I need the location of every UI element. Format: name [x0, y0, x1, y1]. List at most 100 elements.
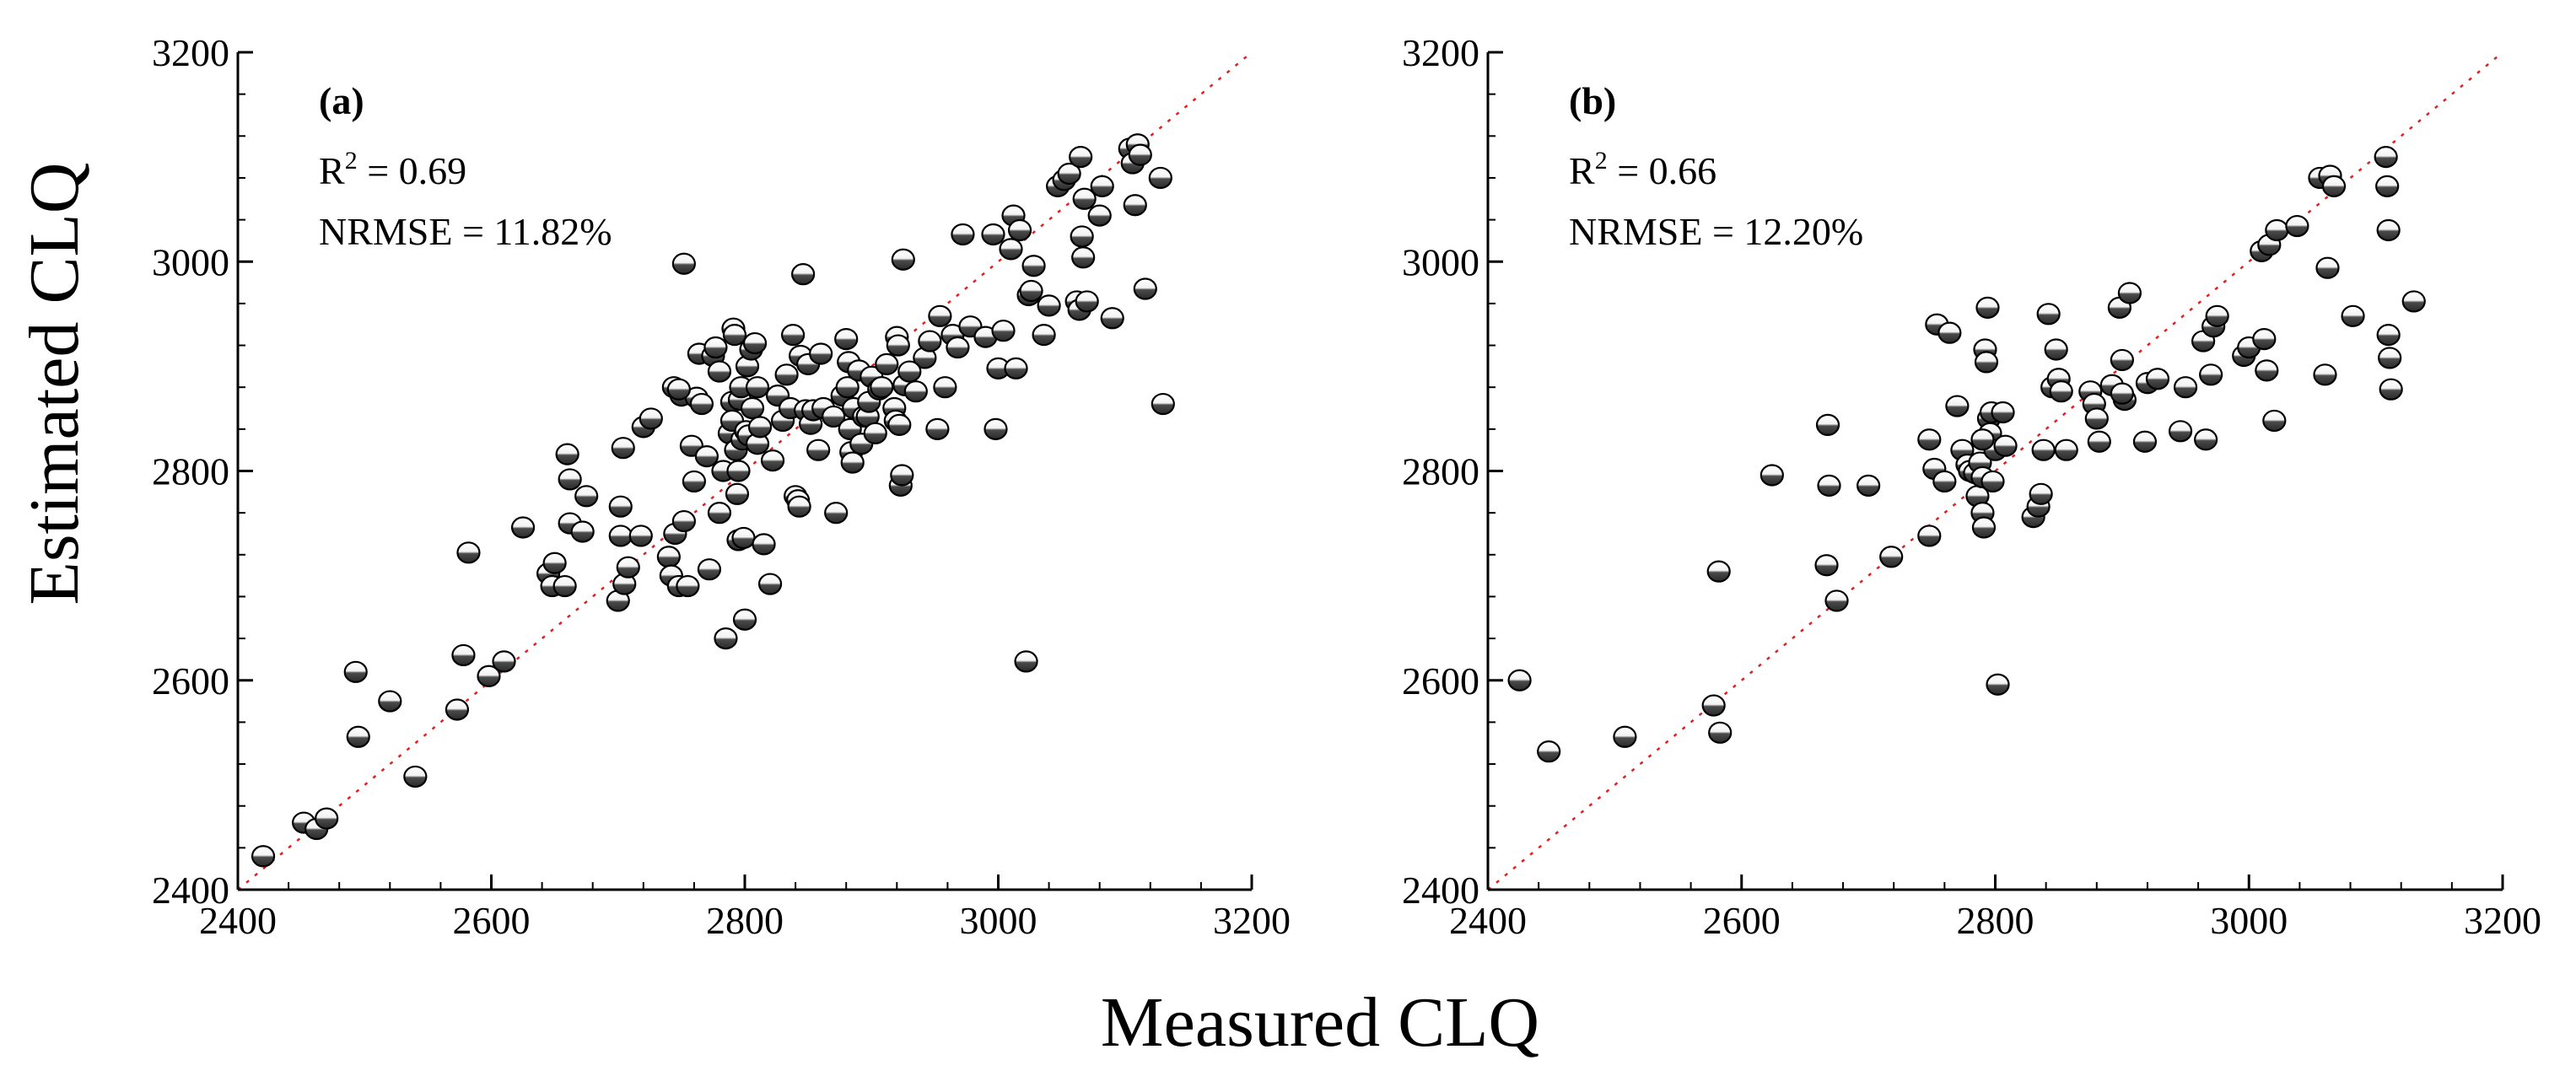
y-tick-label: 2400 [152, 869, 229, 912]
data-point [887, 413, 912, 436]
data-point [787, 495, 811, 518]
data-point [1090, 175, 1114, 197]
data-point [726, 460, 751, 482]
data-point [2145, 368, 2170, 390]
data-point [1760, 464, 1784, 487]
y-tick-label: 2800 [1402, 450, 1479, 493]
data-point [1993, 434, 2018, 457]
data-point [933, 376, 957, 399]
data-point [477, 665, 501, 687]
data-point [555, 443, 579, 465]
data-point [722, 324, 747, 347]
data-point [925, 417, 950, 440]
data-point [2044, 338, 2068, 361]
data-point [745, 376, 770, 399]
data-point [656, 546, 681, 568]
data-point [1537, 740, 1561, 763]
data-point [774, 363, 799, 386]
data-point [1014, 650, 1038, 673]
r-squared-text: R2 = 0.69 [319, 147, 466, 192]
data-point [1879, 546, 1904, 568]
data-point [616, 556, 640, 578]
data-point [2378, 347, 2402, 369]
data-point [1708, 721, 1733, 744]
data-point [1133, 277, 1157, 300]
data-point [891, 248, 915, 271]
data-point [1007, 218, 1032, 242]
data-point [2168, 420, 2193, 443]
data-point [403, 765, 428, 788]
data-point [1021, 255, 1046, 277]
panel-label: (b) [1569, 79, 1616, 122]
r-squared-text: R2 = 0.66 [1569, 147, 1716, 192]
data-point [999, 238, 1023, 261]
data-point [981, 223, 1005, 246]
data-point [1100, 307, 1124, 330]
data-point [2255, 359, 2279, 382]
data-point [1932, 470, 1957, 493]
data-point [2379, 378, 2403, 401]
x-tick-label: 2800 [706, 899, 784, 942]
data-point [875, 352, 899, 375]
data-point [1970, 428, 1995, 451]
data-point [897, 360, 922, 383]
data-point [1991, 401, 2015, 424]
data-point [510, 516, 536, 539]
data-point [1706, 560, 1731, 583]
data-point [835, 376, 860, 399]
data-point [2262, 409, 2287, 433]
data-point [740, 396, 765, 420]
data-point [1057, 162, 1081, 186]
data-point [1857, 474, 1881, 497]
x-tick-label: 2400 [1449, 899, 1527, 942]
data-point [1917, 525, 1942, 547]
data-point [1981, 470, 2005, 493]
y-tick-label: 2800 [152, 450, 229, 493]
data-point [747, 416, 773, 439]
data-point [991, 320, 1016, 342]
data-point [1937, 321, 1962, 344]
data-point [694, 445, 719, 468]
data-point [1971, 516, 1997, 539]
data-point [611, 437, 635, 460]
x-tick-label: 3200 [1213, 899, 1291, 942]
x-axis-title: Measured CLQ [1101, 983, 1539, 1062]
data-point [822, 405, 846, 428]
data-point [951, 223, 975, 246]
data-point [2341, 304, 2365, 327]
data-point [742, 331, 768, 355]
data-point [456, 541, 481, 564]
data-point [378, 690, 402, 713]
data-point [2194, 428, 2218, 451]
data-point [1070, 225, 1094, 248]
data-point [2049, 380, 2073, 403]
data-point [2374, 146, 2398, 169]
data-point [946, 336, 970, 359]
y-tick-label: 3200 [1402, 31, 1479, 74]
data-point [315, 807, 339, 830]
data-point [1917, 428, 1942, 451]
data-point [928, 304, 952, 327]
data-point [1019, 279, 1043, 303]
data-point [1945, 395, 1970, 417]
data-point [542, 552, 567, 574]
data-point [2315, 256, 2340, 279]
data-point [886, 334, 910, 357]
data-point [703, 336, 728, 359]
data-point [2110, 382, 2134, 405]
data-point [760, 449, 785, 472]
data-point [824, 502, 849, 525]
nrmse-text: NRMSE = 11.82% [319, 210, 612, 253]
panel-a: 2400 2600 2800 3000 3200 2400 2600 2800 3000 3200… [152, 31, 1291, 942]
data-point [682, 470, 707, 493]
data-point [714, 627, 738, 650]
data-point [552, 574, 577, 598]
data-point [2054, 439, 2078, 461]
y-axis-title: Estimated CLQ [15, 163, 94, 605]
data-point [834, 328, 859, 351]
data-point [731, 526, 756, 550]
data-point [752, 533, 776, 556]
data-point [676, 574, 700, 598]
data-point [757, 573, 783, 595]
